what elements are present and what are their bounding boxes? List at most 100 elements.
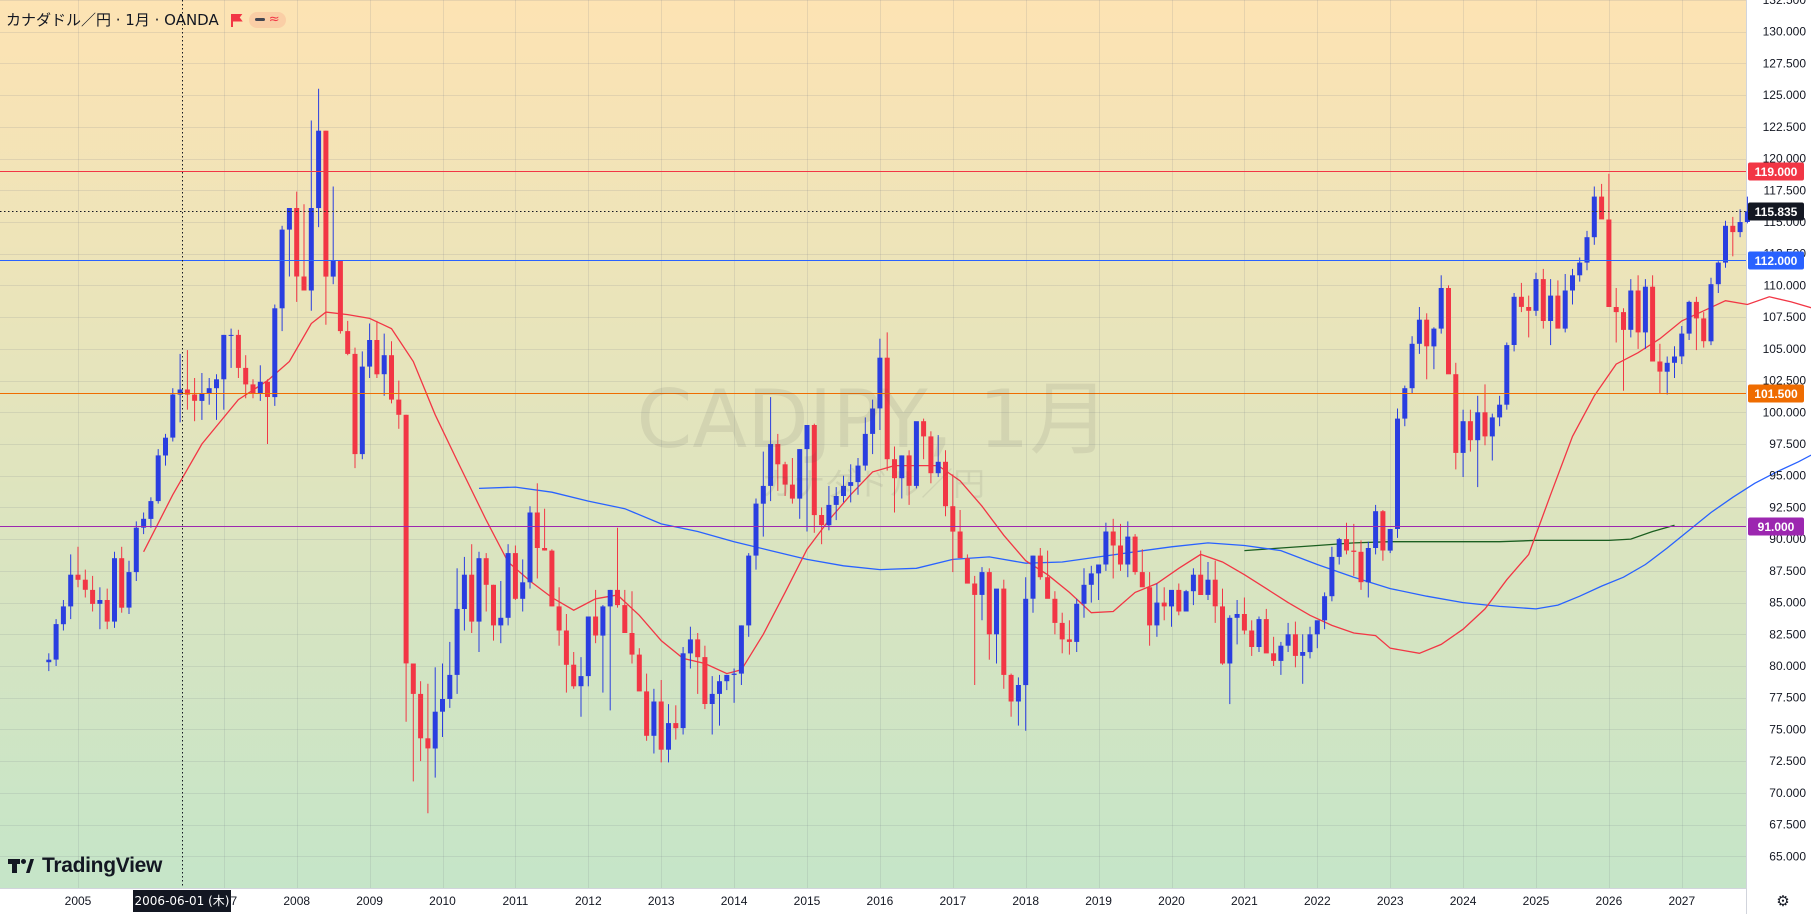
candle[interactable] [396,380,402,429]
candle[interactable] [884,332,890,471]
candle[interactable] [1081,568,1087,618]
candle[interactable] [53,619,59,666]
candle[interactable] [498,581,504,644]
candle[interactable] [337,260,343,334]
candle[interactable] [221,334,227,410]
candle[interactable] [1446,285,1451,375]
tradingview-logo[interactable]: TradingView [8,854,162,878]
candle[interactable] [316,88,322,228]
candle[interactable] [768,397,774,502]
candle[interactable] [666,704,671,763]
candle[interactable] [163,433,168,466]
candle[interactable] [1249,620,1255,656]
candle[interactable] [68,554,74,620]
candle[interactable] [235,329,241,378]
candle[interactable] [1015,677,1021,726]
symbol-title[interactable]: カナダドル／円 · 1月 · OANDA [6,11,219,29]
candle[interactable] [877,338,883,430]
candle[interactable] [709,676,715,735]
candle[interactable] [1373,504,1379,555]
candle[interactable] [782,461,788,496]
candle[interactable] [972,575,978,685]
candle[interactable] [112,551,117,628]
candle[interactable] [1351,523,1357,576]
candle[interactable] [789,458,795,504]
candle[interactable] [1570,268,1575,305]
candle[interactable] [1169,589,1174,627]
candle[interactable] [1344,522,1349,555]
candle[interactable] [1380,510,1386,561]
price-axis-background[interactable] [1746,0,1811,914]
candle[interactable] [323,130,329,325]
candle[interactable] [1300,634,1306,684]
candle[interactable] [483,553,489,612]
candle[interactable] [687,626,693,669]
candle[interactable] [542,508,548,551]
candle[interactable] [177,353,183,423]
candle[interactable] [615,527,620,608]
candle[interactable] [1183,589,1189,612]
candle[interactable] [1416,307,1422,354]
candle[interactable] [97,587,103,630]
candle[interactable] [418,681,424,762]
gear-icon[interactable]: ⚙ [1776,892,1790,910]
candle[interactable] [1497,395,1503,427]
candle[interactable] [695,633,701,694]
candle[interactable] [658,680,664,763]
candle[interactable] [862,417,868,471]
candle[interactable] [308,120,314,311]
candle[interactable] [1066,620,1072,655]
candle[interactable] [979,567,985,621]
candle[interactable] [1285,622,1291,652]
candle[interactable] [848,464,854,503]
candle[interactable] [1635,275,1641,349]
candle[interactable] [148,497,154,528]
candle[interactable] [1205,562,1211,600]
candle[interactable] [1701,312,1707,348]
candle[interactable] [1504,342,1510,410]
candle[interactable] [1365,541,1371,598]
candle[interactable] [1088,565,1094,603]
candle[interactable] [1599,183,1605,220]
candle[interactable] [1577,257,1583,282]
candle[interactable] [1001,579,1007,689]
candle[interactable] [775,433,781,491]
candle[interactable] [1526,295,1532,338]
minus-icon[interactable] [254,18,265,21]
candle[interactable] [1679,326,1685,365]
candle[interactable] [1387,529,1393,554]
candle[interactable] [345,320,351,356]
candle[interactable] [1657,343,1663,394]
candle[interactable] [1562,274,1568,333]
candle[interactable] [1329,546,1335,602]
candle[interactable] [243,355,249,399]
candle[interactable] [1234,600,1240,645]
candle[interactable] [1212,560,1218,623]
candle[interactable] [1292,621,1298,668]
candle[interactable] [1409,336,1415,394]
candle[interactable] [294,191,300,302]
candle[interactable] [359,351,365,460]
candle[interactable] [476,551,482,652]
candle[interactable] [257,365,263,401]
candle[interactable] [104,588,110,630]
candle[interactable] [1548,279,1554,346]
candle[interactable] [250,379,256,399]
candle[interactable] [1693,296,1699,351]
candle[interactable] [1723,220,1728,268]
candle[interactable] [950,474,956,573]
candle[interactable] [738,625,744,685]
candle[interactable] [1256,616,1262,653]
candle[interactable] [994,588,999,664]
candle[interactable] [1730,216,1736,257]
candle[interactable] [1278,641,1284,675]
candle[interactable] [82,569,88,598]
candle[interactable] [199,373,205,420]
candle[interactable] [724,674,730,691]
candle[interactable] [133,521,139,581]
candle[interactable] [214,374,219,420]
candle[interactable] [702,645,708,710]
candle[interactable] [819,507,825,545]
candle[interactable] [1431,327,1437,370]
